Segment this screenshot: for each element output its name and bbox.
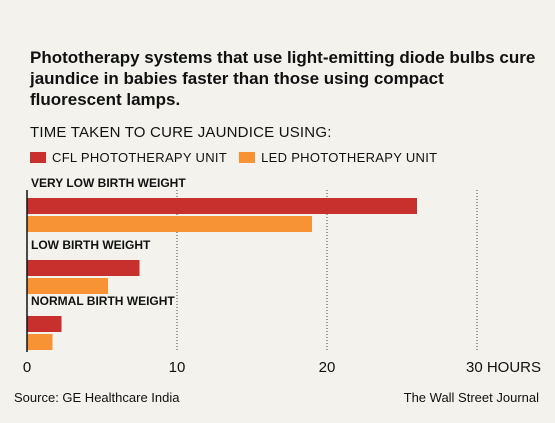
legend-item-cfl: CFL PHOTOTHERAPY UNIT [30,150,227,165]
legend: CFL PHOTOTHERAPY UNIT LED PHOTOTHERAPY U… [30,150,449,165]
legend-label-cfl: CFL PHOTOTHERAPY UNIT [52,150,228,165]
bar-cfl [27,198,417,214]
bar-led [27,334,53,350]
chart-title: TIME TAKEN TO CURE JAUNDICE USING: [30,124,332,141]
category-label: NORMAL BIRTH WEIGHT [31,294,175,308]
publisher-credit: The Wall Street Journal [403,390,539,405]
x-tick-label: 20 [319,359,336,376]
category-label: LOW BIRTH WEIGHT [31,238,151,252]
x-tick-label: 0 [23,359,31,376]
legend-swatch-led [239,152,256,163]
legend-item-led: LED PHOTOTHERAPY UNIT [239,150,437,165]
chart-subtitle: Phototherapy systems that use light-emit… [30,48,536,109]
x-tick-label: 30 HOURS [466,359,541,376]
legend-swatch-cfl [30,152,46,163]
bar-cfl [27,260,140,276]
source-note: Source: GE Healthcare India [14,390,180,405]
bar-led [27,278,108,294]
bar-cfl [27,316,62,332]
x-tick-label: 10 [169,359,186,376]
legend-label-led: LED PHOTOTHERAPY UNIT [261,150,438,165]
bar-led [27,216,312,232]
category-label: VERY LOW BIRTH WEIGHT [31,176,186,190]
